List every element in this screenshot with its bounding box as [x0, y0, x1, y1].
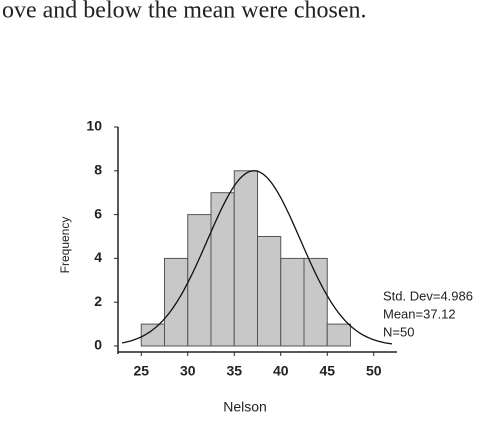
bar	[304, 258, 327, 346]
x-tick-label: 45	[319, 363, 335, 379]
x-tick-label: 25	[133, 363, 149, 379]
x-tick-label: 40	[273, 363, 289, 379]
bar	[234, 171, 257, 346]
stat-label: Mean=37.12	[383, 306, 456, 321]
x-tick-label: 50	[366, 363, 382, 379]
text-above: ove and below the mean were chosen.	[2, 0, 367, 24]
y-tick-label: 8	[94, 162, 102, 178]
y-tick-label: 4	[94, 249, 102, 265]
y-tick-label: 2	[94, 293, 102, 309]
bar	[211, 193, 234, 346]
bar	[281, 258, 304, 346]
y-tick-label: 0	[94, 337, 102, 353]
bar	[327, 324, 350, 346]
y-tick-label: 10	[86, 118, 102, 134]
x-tick-label: 35	[226, 363, 242, 379]
stat-label: N=50	[383, 324, 414, 339]
x-axis-label: Nelson	[223, 399, 267, 415]
x-tick-label: 30	[180, 363, 196, 379]
stat-label: Std. Dev=4.986	[383, 288, 473, 303]
y-tick-label: 6	[94, 205, 102, 221]
chart: ove and below the mean were chosen. Nels…	[0, 0, 488, 446]
bar	[258, 237, 281, 347]
bar	[188, 215, 211, 346]
y-axis-label: Frequency	[58, 217, 72, 274]
